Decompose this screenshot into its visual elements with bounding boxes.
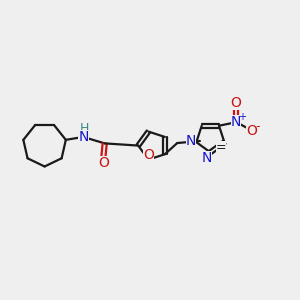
Text: O: O [246,124,257,138]
Text: O: O [231,96,242,110]
Text: N: N [202,151,212,165]
Text: +: + [238,112,246,122]
Text: N: N [186,134,196,148]
Text: N: N [78,130,89,144]
Text: O: O [98,156,109,170]
Text: O: O [143,148,154,162]
Text: =: = [216,141,226,154]
Text: -: - [255,120,260,133]
Text: H: H [80,122,89,135]
Text: N: N [231,115,241,129]
